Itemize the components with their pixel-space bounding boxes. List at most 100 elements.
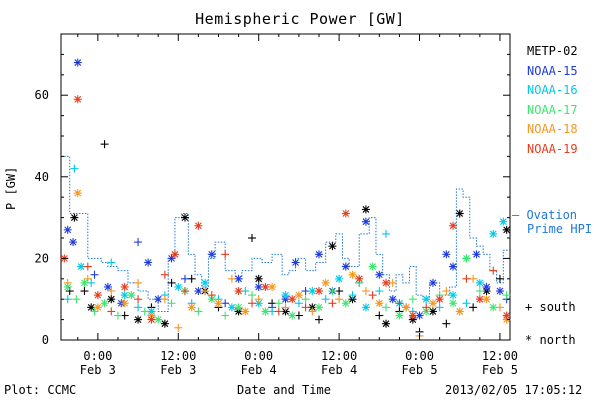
south-symbol: + — [525, 300, 533, 314]
noaa-18-point-north — [294, 291, 303, 300]
noaa-18-point-south — [63, 278, 72, 287]
noaa-15-point-north — [254, 282, 263, 291]
noaa-17-point-north — [341, 299, 350, 308]
noaa-19-point-south — [368, 291, 377, 300]
y-tick-label: 20 — [35, 251, 49, 265]
noaa-17-point-north — [127, 291, 136, 300]
north-label: north — [539, 333, 576, 347]
noaa-15-point-north — [375, 270, 384, 279]
noaa-17-point-south — [247, 291, 256, 300]
chart-title: Hemispheric Power [GW] — [195, 10, 405, 28]
legend-item-noaa-17: NOAA-17 — [527, 102, 578, 117]
noaa-17-point-south — [408, 295, 417, 304]
noaa-15-point-north — [167, 254, 176, 263]
noaa-18-point-north — [348, 270, 357, 279]
noaa-19-point-south — [328, 299, 337, 308]
noaa-16-point-south — [63, 295, 72, 304]
noaa-16-point-north — [449, 291, 458, 300]
x-tick-label-time: 12:00 — [321, 349, 357, 363]
noaa-19-point-south — [422, 303, 431, 312]
metp-02-point-north — [328, 242, 337, 251]
noaa-18-point-south — [134, 278, 143, 287]
noaa-15-point-north — [482, 282, 491, 291]
metp-02-point-north — [107, 295, 116, 304]
noaa-16-point-north — [201, 278, 210, 287]
noaa-16-point-north — [475, 278, 484, 287]
noaa-17-point-south — [274, 299, 283, 308]
noaa-19-point-south — [221, 250, 230, 259]
metp-02-point-south — [294, 311, 303, 320]
noaa-16-point-south — [268, 307, 277, 316]
noaa-17-point-south — [502, 291, 511, 300]
noaa-18-point-north — [268, 282, 277, 291]
noaa-19-point-south — [489, 266, 498, 275]
noaa-18-point-north — [482, 295, 491, 304]
noaa-17-point-north — [100, 299, 109, 308]
x-tick-label-time: 0:00 — [244, 349, 273, 363]
noaa-16-point-north — [174, 282, 183, 291]
noaa-15-point-south — [221, 299, 230, 308]
noaa-15-point-north — [234, 274, 243, 283]
plot-frame-rect — [60, 33, 511, 341]
metp-02-point-north — [455, 209, 464, 218]
legend-item-noaa-18: NOAA-18 — [527, 122, 578, 136]
noaa-16-point-south — [382, 229, 391, 238]
noaa-18-point-south — [308, 307, 317, 316]
metp-02-point-north — [281, 307, 290, 316]
noaa-16-point-south — [134, 303, 143, 312]
x-axis-label: Date and Time — [237, 383, 331, 397]
metp-02-point-south — [167, 278, 176, 287]
metp-02-point-south — [80, 287, 89, 296]
noaa-19-point-north — [170, 250, 179, 259]
noaa-19-point-north — [93, 291, 102, 300]
noaa-17-point-north — [80, 278, 89, 287]
noaa-15-point-north — [428, 278, 437, 287]
noaa-18-point-north — [93, 303, 102, 312]
noaa-19-point-north — [147, 315, 156, 324]
x-tick-label-time: 12:00 — [160, 349, 196, 363]
noaa-17-point-north — [449, 299, 458, 308]
noaa-15-point-south — [90, 270, 99, 279]
noaa-16-point-north — [120, 291, 129, 300]
noaa-17-point-north — [234, 303, 243, 312]
noaa-17-point-north — [261, 307, 270, 316]
noaa-18-point-south — [361, 287, 370, 296]
legend-item-noaa-16: NOAA-16 — [527, 83, 578, 97]
noaa-15-point-north — [69, 238, 78, 247]
noaa-16-point-north — [489, 229, 498, 238]
metp-02-point-north — [134, 315, 143, 324]
noaa-18-point-south — [227, 274, 236, 283]
metp-02-point-south — [335, 287, 344, 296]
noaa-16-point-north — [77, 262, 86, 271]
noaa-16-point-south — [241, 287, 250, 296]
noaa-16-point-south — [294, 299, 303, 308]
metp-02-point-south — [375, 311, 384, 320]
noaa-15-point-north — [73, 58, 82, 67]
noaa-15-point-north — [415, 311, 424, 320]
legend-item-noaa-15: NOAA-15 — [527, 63, 578, 78]
noaa-18-point-south — [107, 287, 116, 296]
noaa-19-point-north — [120, 282, 129, 291]
noaa-18-point-south — [174, 323, 183, 332]
noaa-17-point-south — [72, 295, 81, 304]
noaa-15-point-north — [472, 250, 481, 259]
noaa-16-point-south — [107, 258, 116, 267]
noaa-19-point-south — [395, 299, 404, 308]
noaa-16-point-south — [435, 303, 444, 312]
noaa-17-point-north — [489, 303, 498, 312]
ovation-hpi-layer — [61, 155, 508, 312]
noaa-19-point-north — [73, 95, 82, 104]
noaa-16-point-north — [499, 217, 508, 226]
noaa-16-point-south — [87, 278, 96, 287]
noaa-18-point-north — [428, 299, 437, 308]
noaa-18-point-south — [160, 295, 169, 304]
footer-credit: Plot: CCMC — [4, 383, 77, 397]
noaa-17-point-south — [194, 307, 203, 316]
noaa-15-point-north — [315, 250, 324, 259]
south-marker-legend: + south — [525, 300, 576, 314]
noaa-19-point-south — [301, 303, 310, 312]
metp-02-point-north — [361, 205, 370, 214]
noaa-19-point-south — [207, 291, 216, 300]
